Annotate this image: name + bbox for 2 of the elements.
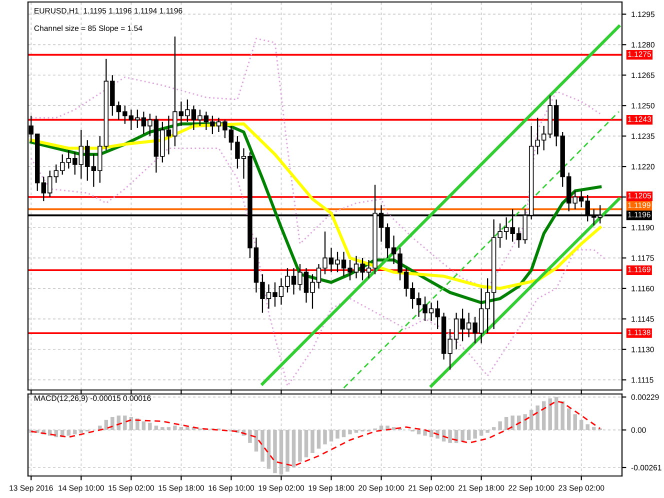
- line-series: [30, 148, 608, 387]
- line-series: [30, 400, 601, 467]
